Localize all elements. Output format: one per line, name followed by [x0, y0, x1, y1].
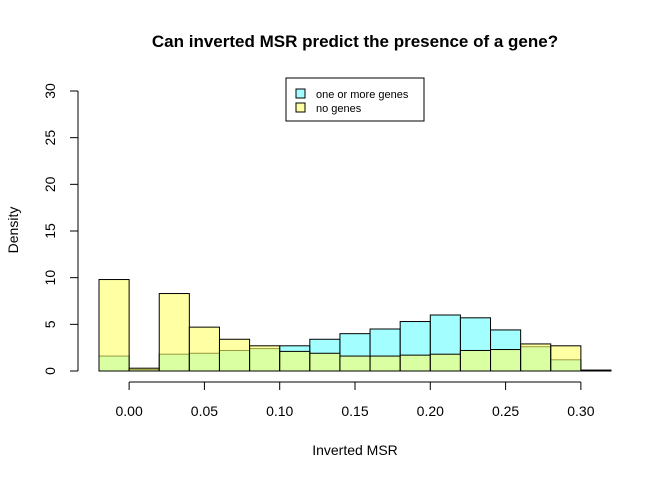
bar-series2-bin-6 — [249, 345, 281, 372]
y-axis-label: Density — [5, 207, 21, 254]
bar-series2-bin-7 — [279, 350, 311, 372]
bar-series2-bin-9 — [339, 355, 371, 372]
y-tick-label: 30 — [42, 83, 58, 99]
legend-box — [285, 77, 425, 122]
x-tick-label: 0.10 — [266, 403, 293, 419]
bar-series2-bin-16 — [550, 345, 582, 372]
legend: one or more genes no genes — [285, 77, 425, 122]
y-tick-label: 5 — [42, 320, 58, 328]
bar-series2-bin-14 — [490, 349, 522, 372]
bar-series2-bin-3 — [158, 293, 190, 372]
y-tick-label: 25 — [42, 130, 58, 146]
legend-swatch-1 — [295, 88, 306, 99]
x-tick-label: 0.00 — [115, 403, 142, 419]
x-tick-label: 0.25 — [492, 403, 519, 419]
bar-series2-bin-1 — [98, 279, 130, 372]
x-axis-label: Inverted MSR — [312, 442, 398, 458]
x-axis: 0.00 0.05 0.10 0.15 0.20 0.25 0.30 — [115, 381, 595, 419]
bar-series2-bin-8 — [309, 352, 341, 372]
y-tick-label: 15 — [42, 223, 58, 239]
bar-series2-bin-4 — [188, 326, 220, 372]
legend-swatch-2 — [295, 102, 306, 113]
x-tick-label: 0.15 — [341, 403, 368, 419]
y-axis: 0 5 10 15 20 25 30 — [42, 83, 79, 375]
y-tick-label: 0 — [42, 367, 58, 375]
chart-title: Can inverted MSR predict the presence of… — [152, 32, 558, 51]
y-tick-label: 20 — [42, 176, 58, 192]
bar-series2-bin-2 — [128, 367, 160, 372]
y-tick-label: 10 — [42, 270, 58, 286]
legend-label-2: no genes — [316, 103, 362, 115]
x-tick-label: 0.05 — [191, 403, 218, 419]
bar-series2-bin-13 — [459, 349, 492, 372]
bar-series2-bin-5 — [218, 338, 251, 372]
bars-layer — [98, 279, 612, 372]
bar-series2-bin-11 — [399, 354, 431, 372]
bar-series2-bin-12 — [429, 353, 461, 372]
x-tick-label: 0.30 — [567, 403, 594, 419]
bar-series2-bin-10 — [369, 355, 401, 372]
bar-series2-bin-15 — [520, 343, 552, 372]
legend-label-1: one or more genes — [316, 89, 409, 101]
x-tick-label: 0.20 — [417, 403, 444, 419]
